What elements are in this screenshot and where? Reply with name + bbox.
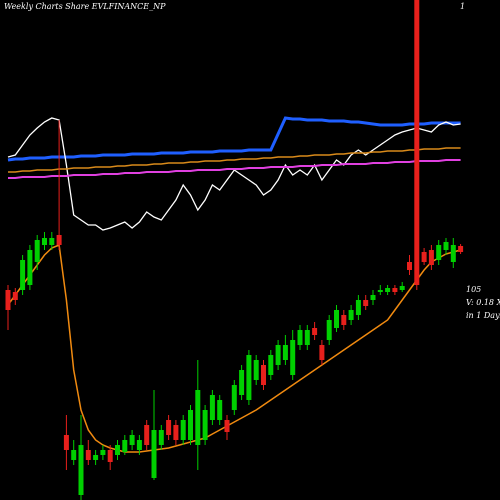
candle-body — [20, 260, 26, 290]
candle-body — [195, 390, 201, 445]
candle-body — [450, 245, 456, 262]
candle-body — [414, 0, 420, 285]
candle-body — [436, 245, 442, 260]
candle-body — [34, 240, 40, 262]
indicator-line — [7, 243, 461, 453]
candle-body — [377, 290, 383, 292]
annotation: V: 0.18 X — [466, 298, 500, 307]
candle-body — [304, 330, 310, 345]
candle-body — [107, 450, 113, 462]
candle-body — [348, 310, 354, 320]
candle-body — [188, 410, 193, 440]
candle-body — [136, 440, 142, 450]
candle-body — [231, 385, 237, 410]
candle-body — [49, 238, 55, 245]
candle-body — [42, 238, 47, 245]
candle-body — [85, 450, 91, 460]
annotation: 105 — [466, 285, 481, 294]
corner-label: 1 — [460, 2, 465, 11]
candle-body — [282, 345, 288, 360]
candle-body — [217, 400, 223, 420]
annotation: in 1 Days — [466, 311, 500, 320]
candle-body — [151, 430, 157, 478]
candle-body — [93, 455, 99, 460]
candle-body — [319, 345, 325, 360]
candle-body — [428, 250, 434, 265]
candle-body — [312, 328, 318, 335]
candle-body — [209, 395, 215, 420]
candle-body — [144, 425, 150, 445]
candle-body — [202, 410, 208, 440]
candle-body — [421, 252, 427, 262]
candle-body — [443, 242, 449, 250]
candle-body — [5, 290, 11, 310]
candle-body — [122, 440, 128, 452]
candle-body — [385, 288, 391, 292]
chart-title: Weekly Charts Share EVLFINANCE_NP — [4, 2, 166, 11]
candle-body — [71, 450, 77, 460]
candle-body — [370, 295, 376, 300]
candle-body — [246, 355, 252, 400]
candle-body — [180, 420, 186, 440]
indicator-line — [7, 116, 461, 162]
candle-body — [341, 315, 347, 325]
candle-body — [100, 450, 106, 455]
candle-body — [355, 300, 361, 315]
candle-body — [78, 445, 84, 495]
candle-body — [268, 355, 274, 375]
candle-body — [261, 365, 266, 385]
candle-body — [458, 246, 464, 252]
candle-body — [224, 420, 230, 432]
indicator-line — [8, 159, 461, 179]
candle-body — [392, 288, 398, 292]
candle-body — [173, 425, 179, 440]
candle-body — [63, 435, 69, 450]
candle-body — [158, 430, 164, 445]
candle-body — [363, 300, 369, 306]
candle-body — [115, 445, 120, 455]
candle-body — [253, 360, 259, 380]
candle-body — [129, 435, 135, 445]
candle-body — [239, 370, 245, 395]
indicator-line — [8, 147, 461, 173]
candle-body — [326, 320, 332, 340]
candle-body — [407, 262, 412, 270]
candle-body — [56, 235, 62, 245]
candle-body — [275, 345, 281, 365]
candle-body — [399, 286, 405, 290]
candle-body — [27, 250, 33, 285]
candle-body — [290, 340, 296, 375]
candle-body — [166, 420, 172, 435]
candle-body — [334, 310, 339, 328]
candle-body — [297, 330, 303, 345]
candle-body — [12, 292, 18, 300]
